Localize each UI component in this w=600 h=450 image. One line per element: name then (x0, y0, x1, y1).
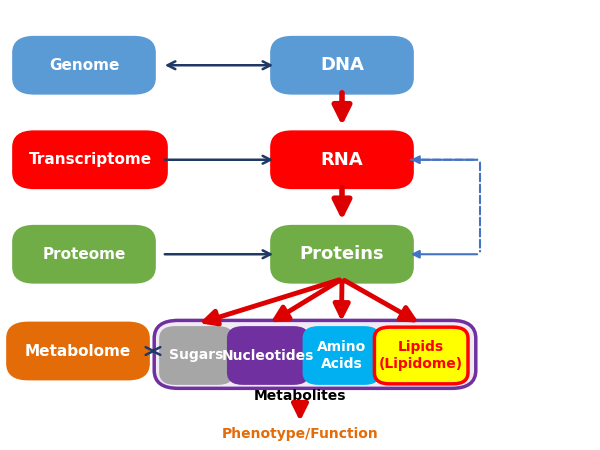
FancyBboxPatch shape (304, 327, 379, 384)
Text: Lipids
(Lipidome): Lipids (Lipidome) (379, 340, 463, 371)
FancyBboxPatch shape (271, 37, 413, 94)
FancyBboxPatch shape (7, 323, 149, 379)
Text: Genome: Genome (49, 58, 119, 73)
FancyBboxPatch shape (160, 327, 233, 384)
Text: Nucleotides: Nucleotides (222, 348, 314, 363)
FancyBboxPatch shape (228, 327, 308, 384)
FancyBboxPatch shape (13, 226, 155, 283)
Text: Phenotype/Function: Phenotype/Function (221, 427, 379, 441)
Text: Transcriptome: Transcriptome (28, 152, 152, 167)
FancyBboxPatch shape (374, 327, 468, 384)
FancyBboxPatch shape (271, 226, 413, 283)
Text: Proteome: Proteome (43, 247, 125, 262)
FancyBboxPatch shape (13, 131, 167, 188)
Text: Sugars: Sugars (169, 348, 224, 363)
Text: DNA: DNA (320, 56, 364, 74)
Text: RNA: RNA (320, 151, 364, 169)
FancyBboxPatch shape (154, 320, 476, 388)
Text: Proteins: Proteins (299, 245, 385, 263)
FancyBboxPatch shape (13, 37, 155, 94)
Text: Metabolome: Metabolome (25, 343, 131, 359)
Text: Amino
Acids: Amino Acids (317, 340, 366, 371)
Text: Metabolites: Metabolites (254, 389, 346, 403)
FancyBboxPatch shape (271, 131, 413, 188)
